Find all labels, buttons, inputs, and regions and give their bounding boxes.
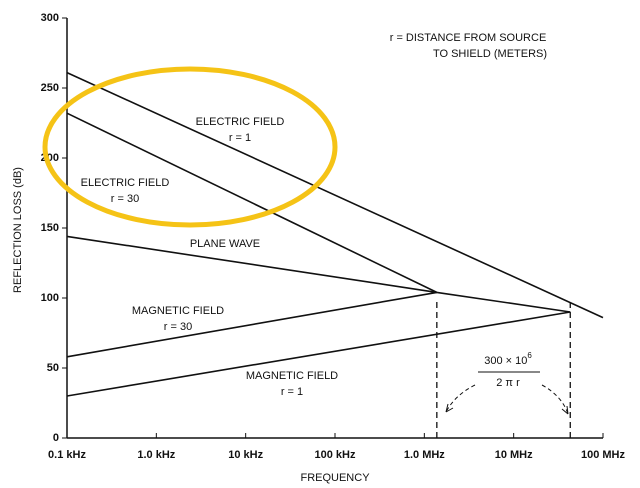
highlight-ellipse: [42, 66, 338, 228]
annotation: r = DISTANCE FROM SOURCE: [390, 32, 547, 44]
y-tick-label: 150: [41, 222, 59, 234]
series-line: [66, 291, 437, 358]
series-sublabel: r = 30: [164, 321, 192, 333]
x-tick-label: 100 kHz: [315, 449, 356, 461]
series-sublabel: r = 30: [111, 193, 139, 205]
series-sublabel: r = 1: [229, 132, 251, 144]
x-tick-label: 0.1 kHz: [48, 449, 86, 461]
y-tick-label: 100: [41, 292, 59, 304]
series-label: PLANE WAVE: [190, 238, 260, 250]
arrow: [445, 384, 476, 413]
x-tick-label: 1.0 kHz: [137, 449, 175, 461]
arrowhead: [445, 403, 454, 413]
x-tick-label: 10 kHz: [228, 449, 263, 461]
x-tick-label: 10 MHz: [495, 449, 533, 461]
y-tick-label: 50: [47, 362, 59, 374]
series-line: [66, 235, 571, 313]
series-line: [66, 112, 438, 294]
x-tick-label: 1.0 MHz: [404, 449, 445, 461]
y-axis-label: REFLECTION LOSS (dB): [12, 167, 24, 293]
series-line: [66, 311, 571, 397]
formula-numerator: 300 × 106: [484, 351, 532, 367]
x-tick-label: 100 MHz: [581, 449, 626, 461]
arrow: [541, 384, 569, 415]
y-tick-label: 0: [53, 432, 59, 444]
series-line: [66, 71, 604, 319]
series-label: ELECTRIC FIELD: [81, 177, 170, 189]
y-tick-label: 250: [41, 82, 59, 94]
series-label: MAGNETIC FIELD: [132, 305, 224, 317]
series-label: ELECTRIC FIELD: [196, 116, 285, 128]
arrowhead: [561, 405, 569, 415]
annotation: TO SHIELD (METERS): [433, 48, 547, 60]
series-label: MAGNETIC FIELD: [246, 370, 338, 382]
y-tick-label: 300: [41, 12, 59, 24]
x-axis-label: FREQUENCY: [300, 472, 370, 484]
series-sublabel: r = 1: [281, 386, 303, 398]
formula-denominator: 2 π r: [496, 377, 520, 389]
